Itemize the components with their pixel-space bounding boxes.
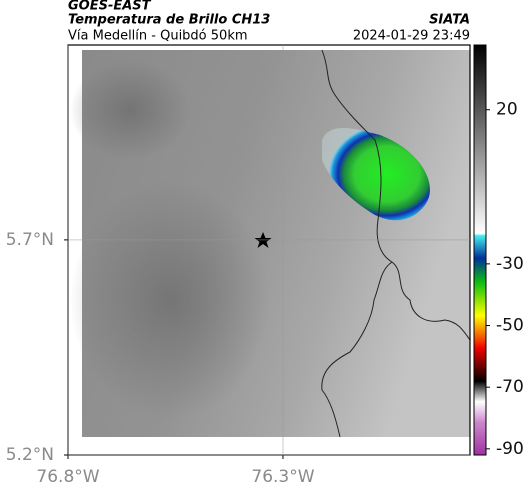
colorbar-label: -30 — [496, 254, 524, 274]
cloud-top — [322, 128, 430, 221]
colorbar-label: -70 — [496, 377, 524, 397]
border — [321, 261, 393, 438]
source: SIATA — [429, 13, 470, 28]
y-tick-label: 5.7°N — [6, 230, 54, 250]
route: Vía Medellín - Quibdó 50km — [68, 29, 248, 44]
colorbar-label: 20 — [496, 100, 518, 120]
colorbar — [473, 44, 487, 456]
subtitle: Temperatura de Brillo CH13 — [68, 13, 270, 28]
x-tick-label: 76.8°W — [36, 467, 99, 487]
colorbar-label: -90 — [496, 439, 524, 459]
timestamp: 2024-01-29 23:49 — [353, 29, 470, 44]
colorbar-label: -50 — [496, 316, 524, 336]
shade — [70, 60, 190, 160]
shade — [70, 180, 270, 420]
imagery — [70, 49, 471, 438]
title: GOES-EAST — [68, 0, 152, 14]
x-tick-label: 76.3°W — [251, 467, 314, 487]
y-tick-label: 5.2°N — [6, 445, 54, 465]
